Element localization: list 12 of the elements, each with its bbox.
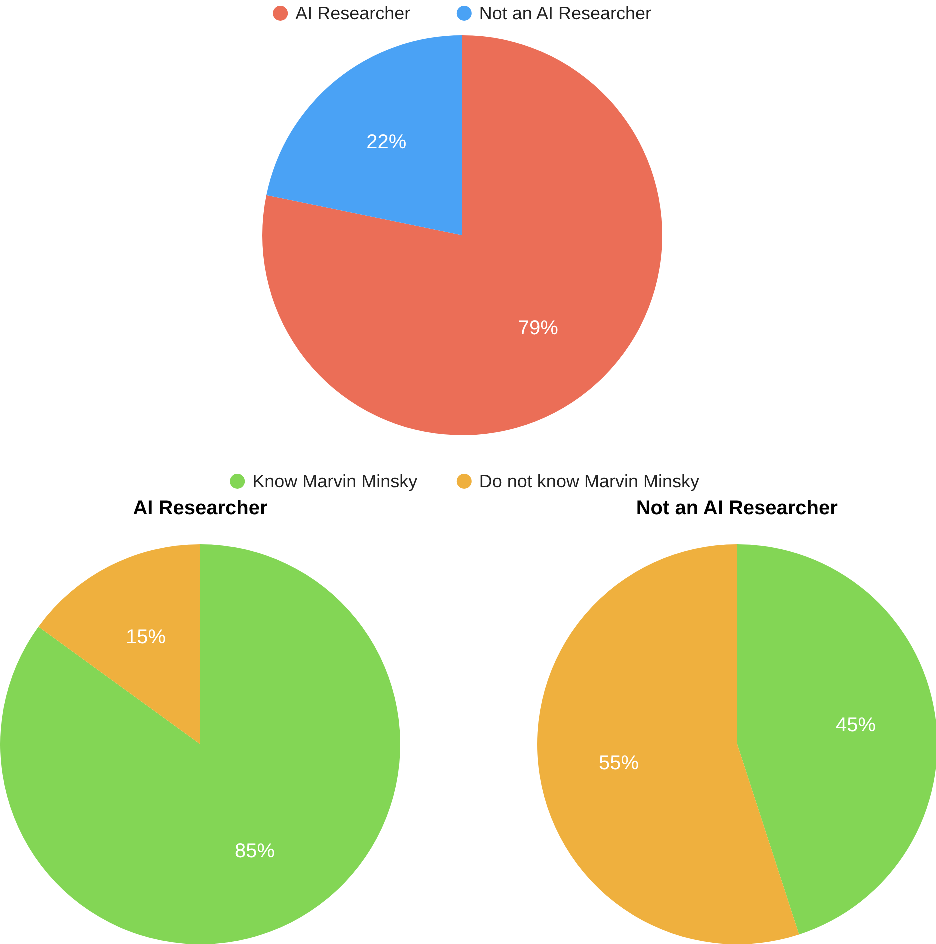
legend-label: Know Marvin Minsky bbox=[252, 472, 418, 492]
legend-label: Not an AI Researcher bbox=[479, 4, 652, 24]
chart-title: Not an AI Researcher bbox=[636, 498, 838, 520]
data-label: 79% bbox=[518, 317, 559, 340]
data-label: 85% bbox=[234, 840, 276, 862]
legend-label: Do not know Marvin Minsky bbox=[479, 472, 700, 492]
data-label: 45% bbox=[836, 714, 876, 737]
data-label: 15% bbox=[126, 626, 166, 649]
data-label: 22% bbox=[366, 132, 407, 154]
legend-label: AI Researcher bbox=[296, 4, 411, 24]
data-label: 55% bbox=[598, 752, 640, 774]
text: AI Researcher bbox=[133, 498, 268, 520]
